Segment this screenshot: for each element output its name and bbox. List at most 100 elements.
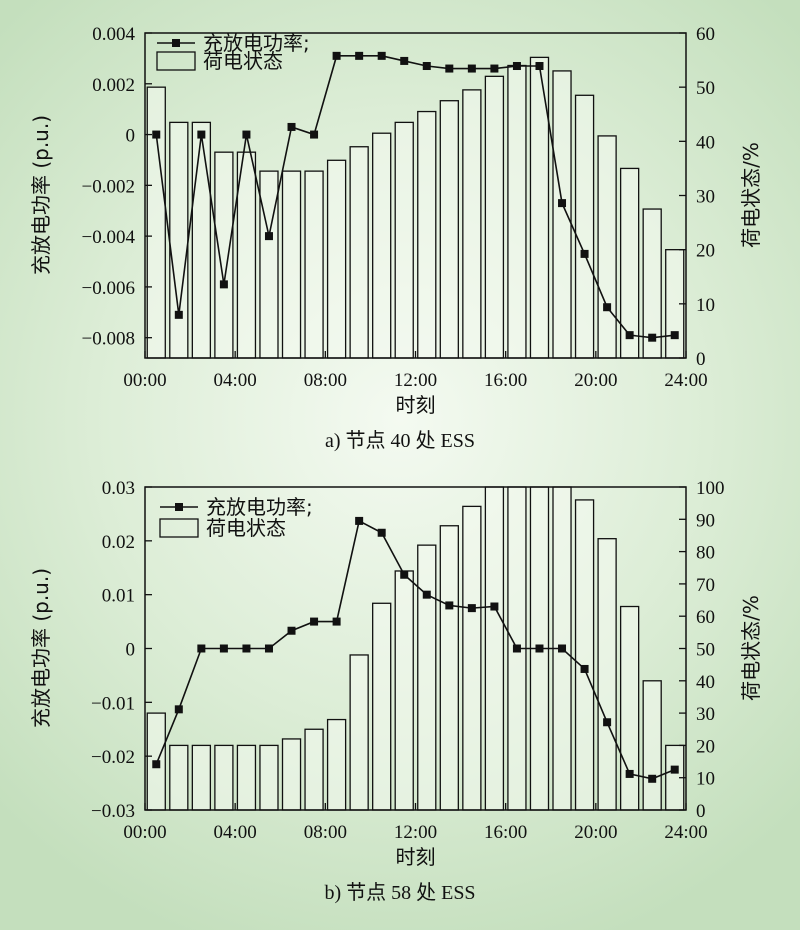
power-point [355,516,364,525]
power-point [422,62,431,71]
power-point [580,664,589,673]
x-tick-label: 04:00 [214,370,257,391]
soc-bar [191,121,212,359]
soc-bar [642,680,662,811]
soc-bar [619,167,640,359]
y-left-tick-label: 0.01 [102,586,135,607]
y-left-tick-label: −0.004 [82,227,136,248]
power-point [670,331,679,340]
power-point [467,64,476,73]
power-point [445,601,454,610]
power-point [400,56,409,65]
soc-bar [349,654,369,811]
power-point [603,718,612,727]
y-left-tick-label: 0.002 [92,75,135,96]
power-point [264,232,273,241]
power-point [197,644,206,653]
x-axis-label: 时刻 [396,393,436,417]
y-left-tick-label: 0.03 [102,478,135,499]
legend-power-label: 充放电功率; [206,495,313,519]
y-right-tick-label: 50 [696,78,715,99]
soc-bar [417,544,437,811]
soc-bar [169,744,189,811]
x-tick-label: 24:00 [664,370,707,391]
power-point [332,51,341,60]
y-right-tick-label: 70 [696,575,715,596]
soc-bar [574,499,595,811]
legend-line-marker [172,39,180,47]
soc-bar [214,151,234,359]
legend-bar-swatch [156,51,196,71]
soc-bar [507,64,527,359]
x-tick-label: 24:00 [664,822,707,843]
power-point [152,130,161,139]
power-point [625,769,634,778]
power-point [648,774,657,783]
panel-caption: b) 节点 58 处 ESS [324,881,475,904]
y-left-tick-label: −0.01 [91,693,135,714]
soc-bar [259,170,279,359]
soc-bar [552,70,572,359]
power-point [310,130,319,139]
soc-bar [484,486,505,811]
soc-bar [597,135,617,359]
soc-bar [191,744,212,811]
y-left-tick-label: 0 [126,126,136,147]
y-right-tick-label: 0 [696,349,706,370]
legend-soc-label: 荷电状态 [203,49,283,73]
power-point [422,590,431,599]
y-left-tick-label: 0.004 [92,24,135,45]
y-right-axis-label: 荷电状态/% [739,595,763,701]
panel-a-ess-node-40: 0.004 0.002 0 −0.002 −0.004 −0.006 −0.008 0 10 20… [29,24,763,452]
power-point [535,62,544,71]
y-right-tick-label: 40 [696,132,715,153]
soc-bar [484,75,505,359]
x-tick-label: 12:00 [394,822,437,843]
y-right-tick-label: 20 [696,736,715,757]
power-point [558,644,567,653]
y-right-tick-label: 30 [696,187,715,208]
power-point [242,644,251,653]
x-tick-label: 00:00 [123,370,166,391]
power-line [155,519,676,780]
soc-bar [439,100,459,359]
soc-bar [372,132,392,359]
soc-bar [304,170,324,359]
soc-bar [304,728,324,811]
soc-bar [169,121,189,359]
power-point [174,310,183,319]
y-left-axis-label: 充放电功率 (p.u.) [29,115,53,275]
y-right-tick-label: 80 [696,543,715,564]
legend-soc-label: 荷电状态 [206,516,286,540]
y-left-tick-label: −0.03 [91,801,135,822]
x-tick-label: 16:00 [484,370,527,391]
soc-bar [326,159,347,359]
y-left-tick-label: −0.008 [82,329,135,350]
power-point [535,644,544,653]
power-point [400,570,409,579]
y-right-tick-label: 0 [696,801,706,822]
x-tick-label: 12:00 [394,370,437,391]
x-tick-label: 04:00 [214,822,257,843]
power-point [445,64,454,73]
power-point [377,51,386,60]
power-point [490,602,499,611]
soc-bar [439,525,459,811]
x-tick-label: 20:00 [574,822,617,843]
soc-bar [281,738,302,811]
y-left-tick-label: 0.02 [102,532,135,553]
power-point [264,644,273,653]
power-point [512,62,521,71]
soc-bar [349,146,369,359]
legend-line-marker [175,503,183,511]
soc-bar [462,505,482,811]
power-point [219,644,228,653]
y-left-tick-label: −0.002 [82,176,135,197]
soc-bar [619,605,640,811]
power-point [355,51,364,60]
power-point [490,64,499,73]
panel-caption: a) 节点 40 处 ESS [325,429,475,452]
y-right-tick-label: 10 [696,295,715,316]
y-right-tick-label: 10 [696,769,715,790]
x-tick-label: 08:00 [304,370,347,391]
